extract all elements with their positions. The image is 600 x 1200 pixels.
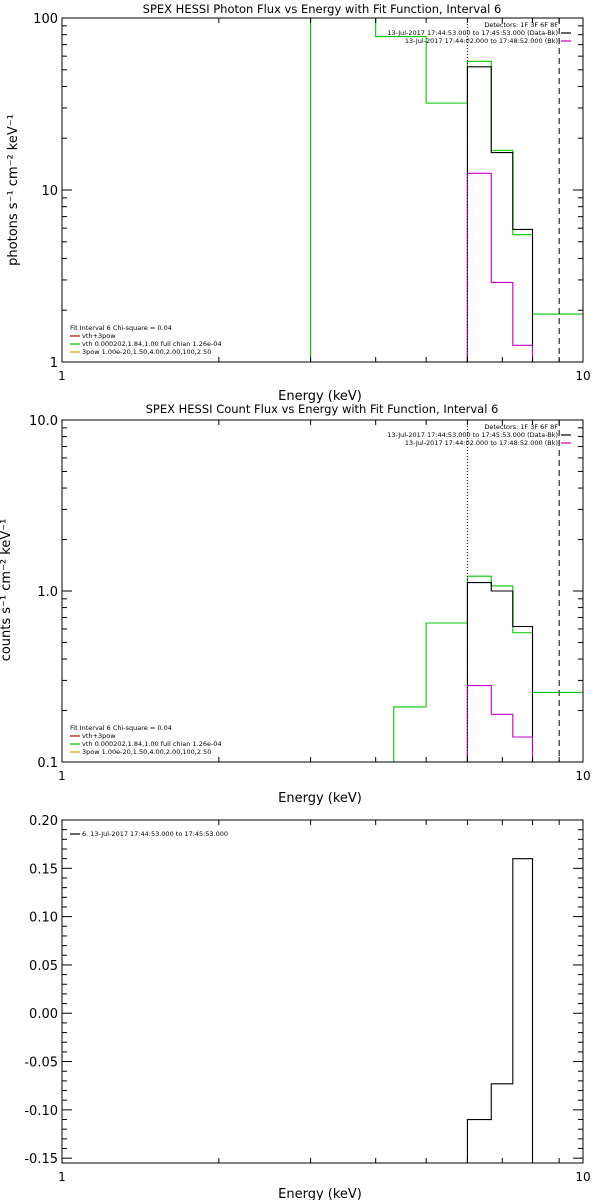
- y-tick-label: 0.05: [29, 959, 58, 974]
- panel-title: SPEX HESSI Count Flux vs Energy with Fit…: [146, 402, 499, 416]
- y-tick-label: 0.00: [29, 1007, 58, 1022]
- x-axis-label: Energy (keV): [278, 1187, 362, 1200]
- legend-left-entry: 6. 13-Jul-2017 17:44:53.000 to 17:45:53.…: [82, 830, 228, 838]
- y-tick-label: 0.1: [37, 756, 58, 771]
- x-tick-label: 10: [575, 1170, 590, 1184]
- y-tick-label: 0.10: [29, 911, 58, 926]
- legend-right-entry: 13-Jul-2017 17:44:02.000 to 17:48:52.000…: [405, 439, 558, 447]
- x-tick-label: 10: [575, 769, 590, 783]
- series-group: [393, 575, 583, 762]
- y-tick-label: -0.15: [24, 1152, 58, 1167]
- y-tick-label: 10.0: [29, 414, 58, 429]
- y-tick-label: 0.20: [29, 814, 58, 829]
- legend-left-entry: vth 0.000202,1.84,1.00 full chian 1.26e-…: [82, 340, 222, 348]
- x-axis-label: Energy (keV): [278, 791, 362, 806]
- series-line-1: [466, 582, 534, 762]
- legend-left-entry: 3pow 1.00e-20,1.50,4.00,2.00,100,2.50: [82, 748, 211, 756]
- y-tick-label: 1.0: [37, 585, 58, 600]
- series-line-0: [393, 575, 583, 762]
- photon-flux-panel: SPEX HESSI Photon Flux vs Energy with Fi…: [6, 2, 591, 404]
- series-line-1: [466, 66, 534, 362]
- y-axis-label: counts s⁻¹ cm⁻² keV⁻¹: [0, 519, 14, 662]
- series-group: [310, 18, 583, 362]
- series-line-0: [466, 858, 534, 1163]
- y-tick-label: 0.15: [29, 862, 58, 877]
- y-axis-label: photons s⁻¹ cm⁻² keV⁻¹: [6, 114, 21, 266]
- legend-left-entry: vth+3pow: [82, 732, 116, 740]
- legend-left-entry: vth+3pow: [82, 332, 116, 340]
- plot-frame: [61, 819, 584, 1164]
- panel-title: SPEX HESSI Photon Flux vs Energy with Fi…: [143, 2, 502, 16]
- legend-right-entry: 13-Jul-2017 17:44:02.000 to 17:48:52.000…: [405, 37, 558, 45]
- x-tick-label: 10: [575, 369, 590, 383]
- x-tick-label: 1: [58, 769, 66, 783]
- y-tick-label: 10: [41, 184, 58, 199]
- y-tick-label: 100: [33, 12, 58, 27]
- legend-left-entry: vth 0.000202,1.84,1.00 full chian 1.26e-…: [82, 740, 222, 748]
- y-tick-label: -0.10: [24, 1104, 58, 1119]
- series-group: [466, 858, 534, 1163]
- legend-right-entry: 13-Jul-2017 17:44:53.000 to 17:45:53.000…: [387, 431, 558, 439]
- x-tick-label: 1: [58, 369, 66, 383]
- legend-right-entry: Detectors: 1F 3F 6F 8F: [484, 423, 558, 431]
- y-tick-label: 1: [50, 356, 58, 371]
- legend-right-entry: Detectors: 1F 3F 6F 8F: [484, 21, 558, 29]
- legend-left-entry: Fit Interval 6 Chi-square = 0.04: [70, 324, 172, 332]
- count-flux-panel: SPEX HESSI Count Flux vs Energy with Fit…: [0, 402, 591, 806]
- x-axis-label: Energy (keV): [278, 389, 362, 404]
- series-line-2: [466, 684, 534, 762]
- legend-right-entry: 13-Jul-2017 17:44:53.000 to 17:45:53.000…: [387, 29, 558, 37]
- plot-frame: [61, 17, 584, 363]
- series-line-0: [310, 18, 583, 362]
- x-tick-label: 1: [58, 1170, 66, 1184]
- y-tick-label: -0.05: [24, 1056, 58, 1071]
- residuals-panel: Energy (keV) 1 10 -0.15 -0.10 -0.05 0.00 0.05 0…: [24, 814, 590, 1200]
- legend-left-entry: 3pow 1.00e-20,1.50,4.00,2.00,100,2.50: [82, 348, 211, 356]
- legend-left-entry: Fit Interval 6 Chi-square = 0.04: [70, 724, 172, 732]
